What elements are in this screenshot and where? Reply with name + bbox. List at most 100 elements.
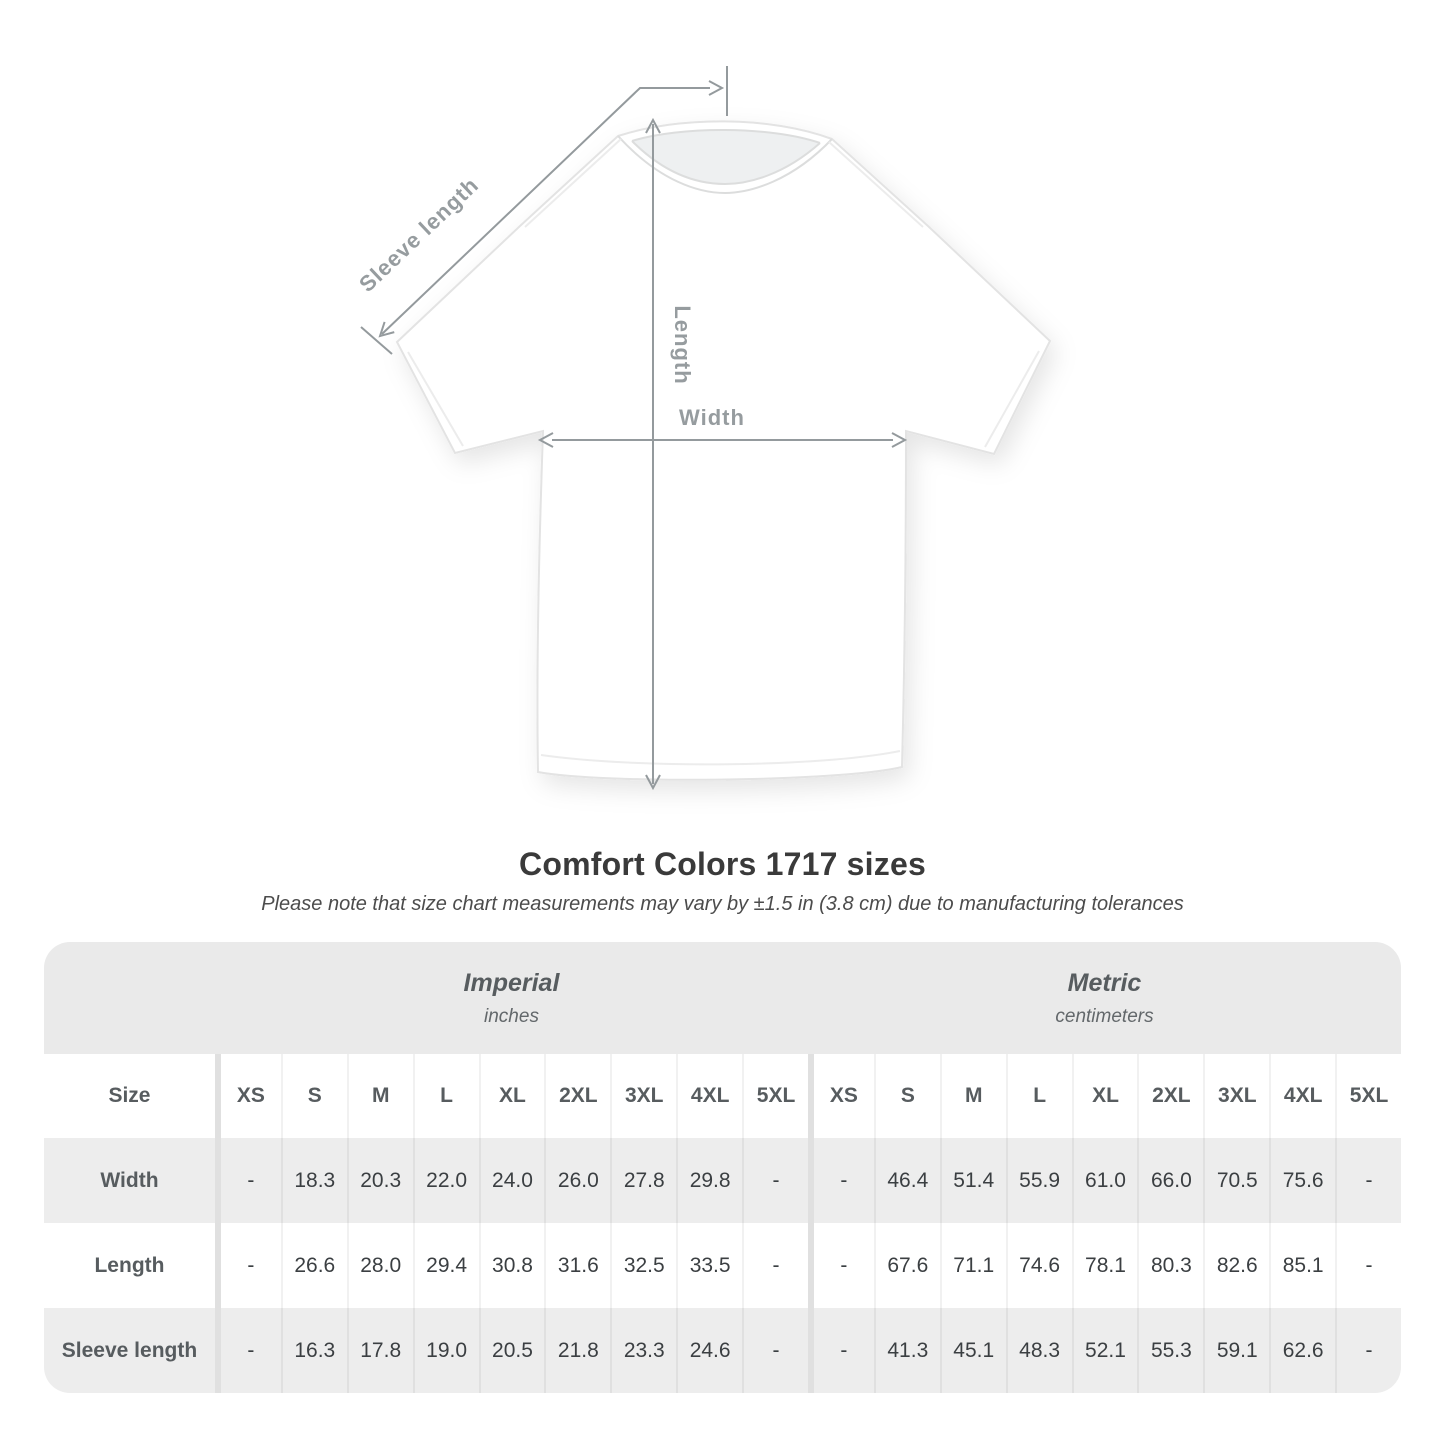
shirt-measurement-diagram: Sleeve length Length Width (354, 66, 1052, 791)
cell-length-metric-4xl: 85.1 (1269, 1223, 1336, 1308)
cell-width-metric-4xl: 75.6 (1269, 1138, 1336, 1223)
cell-length-imperial-2xl: 31.6 (544, 1223, 611, 1308)
cell-sleeve-length-imperial-m: 17.8 (346, 1308, 413, 1393)
unit-header-row: Imperial inches Metric centimeters (44, 942, 1401, 1054)
cell-width-imperial-3xl: 27.8 (610, 1138, 677, 1223)
col-header-imperial-2xl: 2XL (544, 1054, 611, 1138)
table-row-length: Length -26.6 28.0 29.4 30.8 31.6 32.5 33.5- -67.… (44, 1223, 1401, 1308)
col-header-imperial-xs: XS (214, 1054, 281, 1138)
cell-sleeve-length-imperial-5xl: - (742, 1308, 808, 1393)
size-chart: Imperial inches Metric centimeters Size X… (44, 942, 1401, 1393)
cell-sleeve-length-imperial-l: 19.0 (412, 1308, 479, 1393)
tshirt-body (395, 120, 1052, 781)
table-corner-cell (44, 942, 215, 1054)
cell-width-imperial-xs: - (214, 1138, 281, 1223)
col-header-metric-4xl: 4XL (1269, 1054, 1336, 1138)
col-header-metric-2xl: 2XL (1137, 1054, 1204, 1138)
cell-width-imperial-4xl: 29.8 (676, 1138, 743, 1223)
page-title: Comfort Colors 1717 sizes (519, 846, 926, 882)
cell-length-imperial-xl: 30.8 (478, 1223, 545, 1308)
cell-width-metric-s: 46.4 (873, 1138, 940, 1223)
cell-length-metric-3xl: 82.6 (1203, 1223, 1270, 1308)
cell-sleeve-length-imperial-xl: 20.5 (478, 1308, 545, 1393)
cell-width-metric-xs: - (807, 1138, 874, 1223)
cell-width-imperial-xl: 24.0 (478, 1138, 545, 1223)
cell-length-metric-2xl: 80.3 (1137, 1223, 1204, 1308)
cell-width-imperial-s: 18.3 (280, 1138, 347, 1223)
col-header-metric-xs: XS (807, 1054, 874, 1138)
col-header-metric-3xl: 3XL (1203, 1054, 1270, 1138)
cell-length-imperial-xs: - (214, 1223, 281, 1308)
cell-length-metric-l: 74.6 (1005, 1223, 1072, 1308)
col-header-imperial-l: L (412, 1054, 479, 1138)
cell-sleeve-length-metric-3xl: 59.1 (1203, 1308, 1270, 1393)
garment-seams (407, 138, 1040, 766)
cell-sleeve-length-imperial-s: 16.3 (280, 1308, 347, 1393)
cell-sleeve-length-metric-xs: - (807, 1308, 874, 1393)
cell-sleeve-length-imperial-4xl: 24.6 (676, 1308, 743, 1393)
cell-sleeve-length-imperial-xs: - (214, 1308, 281, 1393)
cell-length-metric-5xl: - (1335, 1223, 1401, 1308)
row-label-length: Length (44, 1223, 215, 1308)
cell-length-metric-xs: - (807, 1223, 874, 1308)
metric-label: Metric (1067, 969, 1142, 998)
cell-length-metric-xl: 78.1 (1071, 1223, 1138, 1308)
col-header-metric-l: L (1005, 1054, 1072, 1138)
cell-sleeve-length-imperial-3xl: 23.3 (610, 1308, 677, 1393)
cell-length-imperial-5xl: - (742, 1223, 808, 1308)
tolerance-note: Please note that size chart measurements… (261, 893, 1184, 915)
table-row-sleeve-length: Sleeve length -16.3 17.8 19.0 20.5 21.8 23.3 24… (44, 1308, 1401, 1393)
metric-unit: centimeters (1055, 1005, 1154, 1027)
size-table-body: Width -18.3 20.3 22.0 24.0 26.0 27.8 29.8- -46.4… (44, 1138, 1401, 1393)
col-header-imperial-5xl: 5XL (742, 1054, 808, 1138)
unit-group-metric: Metric centimeters (807, 942, 1401, 1054)
col-header-imperial-m: M (346, 1054, 413, 1138)
col-header-imperial-4xl: 4XL (676, 1054, 743, 1138)
cell-sleeve-length-metric-l: 48.3 (1005, 1308, 1072, 1393)
cell-length-imperial-s: 26.6 (280, 1223, 347, 1308)
cell-width-imperial-l: 22.0 (412, 1138, 479, 1223)
cell-width-imperial-m: 20.3 (346, 1138, 413, 1223)
cell-sleeve-length-metric-m: 45.1 (939, 1308, 1006, 1393)
cell-sleeve-length-metric-2xl: 55.3 (1137, 1308, 1204, 1393)
col-header-imperial-xl: XL (478, 1054, 545, 1138)
cell-sleeve-length-metric-s: 41.3 (873, 1308, 940, 1393)
cell-width-metric-2xl: 66.0 (1137, 1138, 1204, 1223)
size-corner-header: Size (44, 1054, 215, 1138)
width-label: Width (679, 405, 745, 430)
cell-width-metric-xl: 61.0 (1071, 1138, 1138, 1223)
col-header-imperial-s: S (280, 1054, 347, 1138)
cell-width-metric-5xl: - (1335, 1138, 1401, 1223)
cell-length-imperial-3xl: 32.5 (610, 1223, 677, 1308)
table-row-width: Width -18.3 20.3 22.0 24.0 26.0 27.8 29.8- -46.4… (44, 1138, 1401, 1223)
imperial-unit: inches (484, 1005, 539, 1027)
tshirt-illustration: Sleeve length Length Width (354, 66, 1052, 791)
cell-length-metric-s: 67.6 (873, 1223, 940, 1308)
row-label-width: Width (44, 1138, 215, 1223)
cell-sleeve-length-metric-xl: 52.1 (1071, 1308, 1138, 1393)
cell-length-imperial-l: 29.4 (412, 1223, 479, 1308)
cell-length-imperial-4xl: 33.5 (676, 1223, 743, 1308)
imperial-label: Imperial (463, 969, 560, 998)
cell-width-metric-3xl: 70.5 (1203, 1138, 1270, 1223)
sleeve-end-tick (360, 326, 393, 355)
size-header-row: Size XS S M L XL 2XL 3XL 4XL 5XL XS S M L XL 2XL 3XL 4XL 5… (44, 1054, 1401, 1138)
cell-width-metric-l: 55.9 (1005, 1138, 1072, 1223)
cell-length-metric-m: 71.1 (939, 1223, 1006, 1308)
row-label-sleeve-length: Sleeve length (44, 1308, 215, 1393)
cell-width-metric-m: 51.4 (939, 1138, 1006, 1223)
length-label: Length (670, 305, 695, 384)
cell-width-imperial-2xl: 26.0 (544, 1138, 611, 1223)
cell-sleeve-length-metric-4xl: 62.6 (1269, 1308, 1336, 1393)
cell-width-imperial-5xl: - (742, 1138, 808, 1223)
cell-sleeve-length-metric-5xl: - (1335, 1308, 1401, 1393)
collar-seams (617, 129, 833, 195)
col-header-metric-m: M (939, 1054, 1006, 1138)
cell-length-imperial-m: 28.0 (346, 1223, 413, 1308)
size-table: Imperial inches Metric centimeters Size X… (44, 942, 1401, 1393)
col-header-metric-s: S (873, 1054, 940, 1138)
col-header-imperial-3xl: 3XL (610, 1054, 677, 1138)
col-header-metric-xl: XL (1071, 1054, 1138, 1138)
cell-sleeve-length-imperial-2xl: 21.8 (544, 1308, 611, 1393)
unit-group-imperial: Imperial inches (214, 942, 808, 1054)
